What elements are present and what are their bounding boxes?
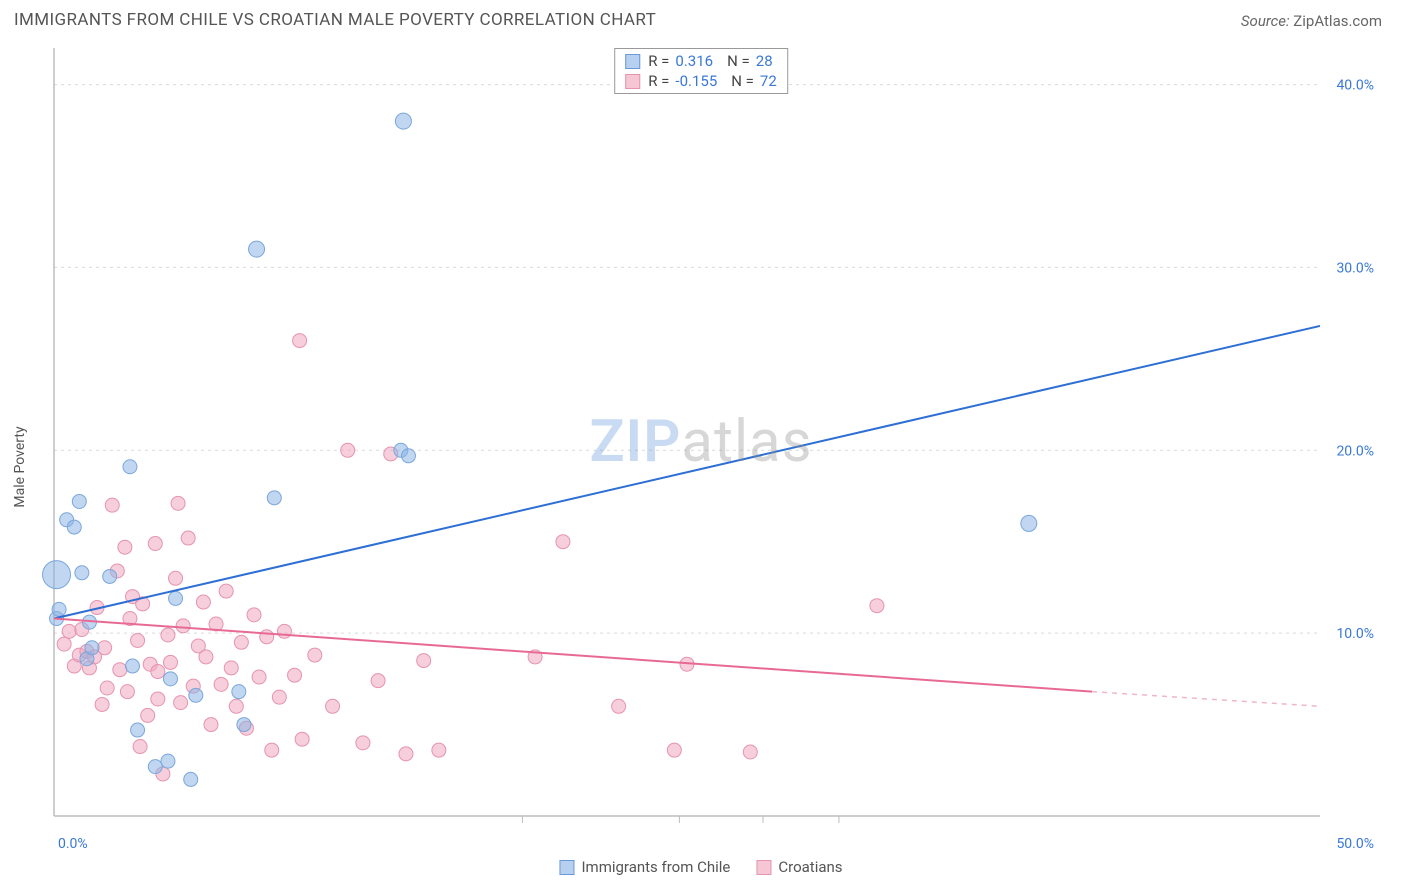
r-label-2: R = bbox=[648, 72, 669, 90]
n-label-2: N = bbox=[731, 72, 754, 90]
legend-item-2: Croatians bbox=[756, 858, 842, 876]
scatter-plot-svg: 10.0% 20.0% 30.0% 40.0% 0.0% 50.0% bbox=[14, 44, 1388, 874]
n-value-1: 28 bbox=[756, 52, 773, 70]
y-axis-label: Male Poverty bbox=[12, 426, 28, 507]
svg-text:40.0%: 40.0% bbox=[1336, 78, 1374, 94]
swatch-series1-icon bbox=[625, 54, 640, 69]
chart-source: Source: ZipAtlas.com bbox=[1241, 12, 1382, 30]
stats-row-1: R = 0.316 N = 28 bbox=[625, 51, 777, 71]
n-label-1: N = bbox=[727, 52, 750, 70]
r-label-1: R = bbox=[648, 52, 669, 70]
svg-text:0.0%: 0.0% bbox=[58, 836, 88, 852]
legend-swatch-1-icon bbox=[559, 860, 574, 875]
chart-area: Male Poverty 10.0% 20.0% 30.0% 40.0% 0.0% 50.… bbox=[14, 44, 1388, 874]
svg-text:30.0%: 30.0% bbox=[1336, 260, 1374, 276]
n-value-2: 72 bbox=[760, 72, 777, 90]
svg-text:20.0%: 20.0% bbox=[1336, 443, 1374, 459]
chart-header: IMMIGRANTS FROM CHILE VS CROATIAN MALE P… bbox=[0, 0, 1406, 36]
swatch-series2-icon bbox=[625, 74, 640, 89]
bottom-legend: Immigrants from Chile Croatians bbox=[559, 858, 842, 876]
legend-item-1: Immigrants from Chile bbox=[559, 858, 730, 876]
source-value: ZipAtlas.com bbox=[1293, 12, 1382, 30]
source-label: Source: bbox=[1241, 12, 1290, 30]
legend-label-1: Immigrants from Chile bbox=[581, 858, 730, 876]
svg-text:50.0%: 50.0% bbox=[1336, 836, 1374, 852]
stats-row-2: R = -0.155 N = 72 bbox=[625, 71, 777, 91]
r-value-1: 0.316 bbox=[675, 52, 713, 70]
legend-label-2: Croatians bbox=[778, 858, 842, 876]
legend-swatch-2-icon bbox=[756, 860, 771, 875]
svg-text:10.0%: 10.0% bbox=[1336, 626, 1374, 642]
r-value-2: -0.155 bbox=[675, 72, 717, 90]
stats-box: R = 0.316 N = 28 R = -0.155 N = 72 bbox=[614, 48, 788, 94]
chart-title: IMMIGRANTS FROM CHILE VS CROATIAN MALE P… bbox=[14, 10, 656, 30]
